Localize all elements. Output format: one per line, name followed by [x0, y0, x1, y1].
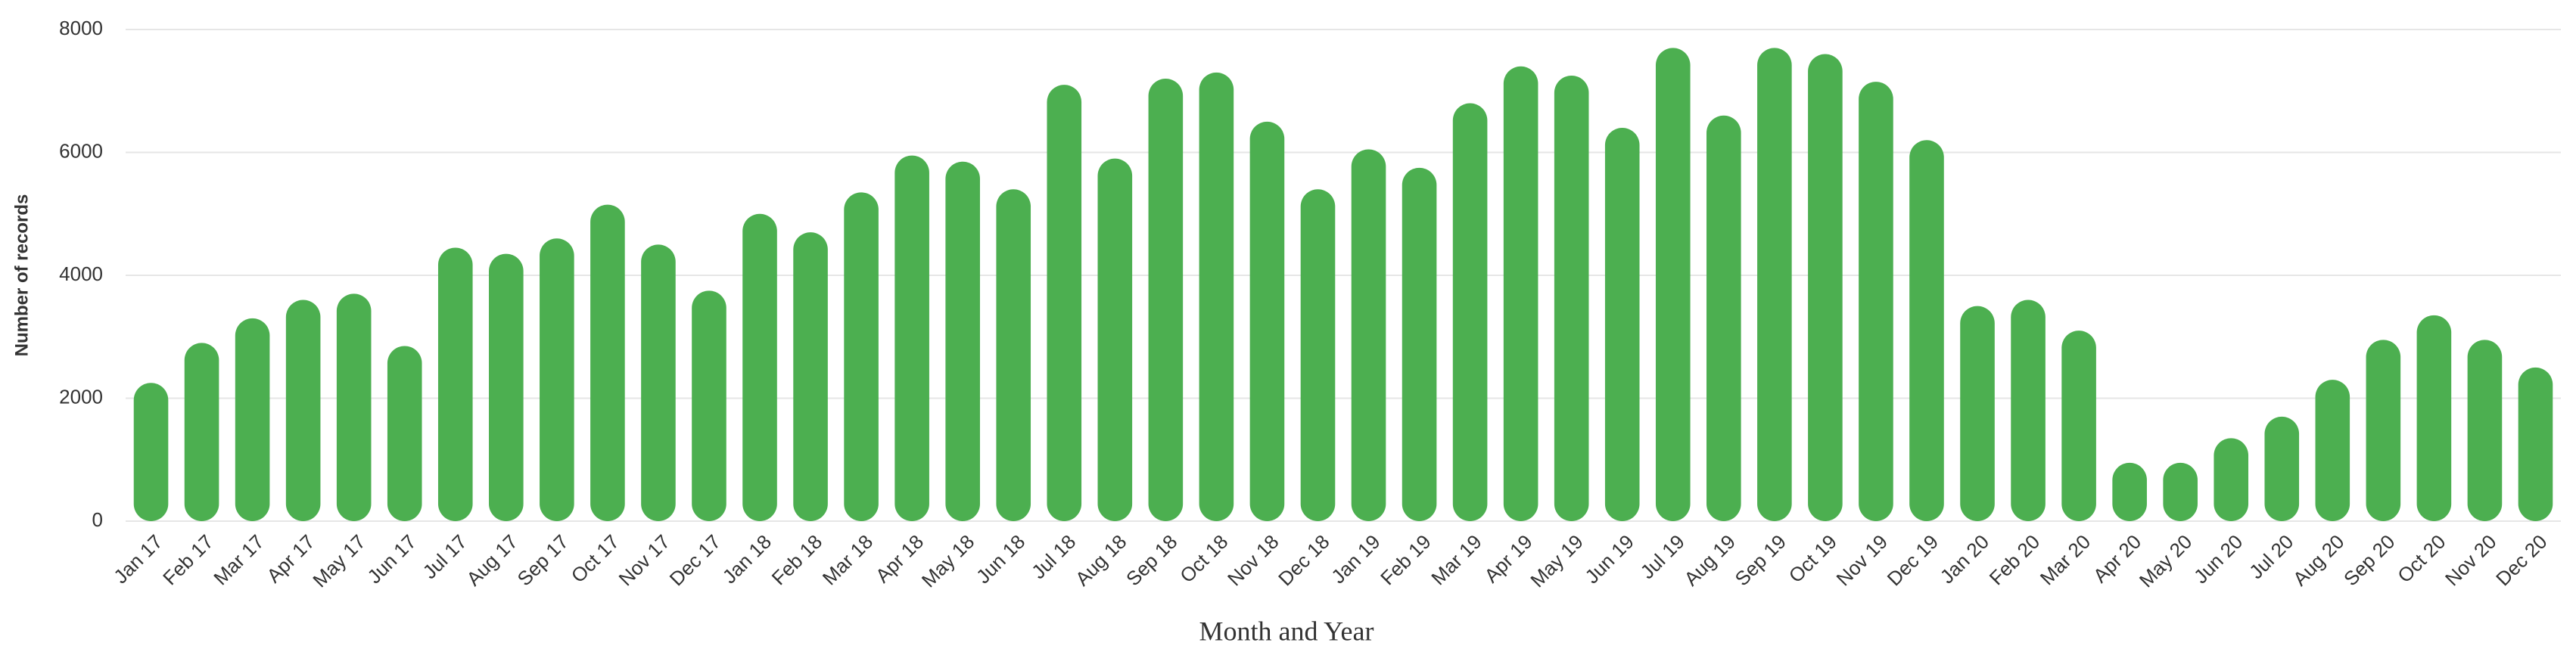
- y-tick-label: 2000: [59, 385, 103, 408]
- bar: [1300, 189, 1336, 521]
- bar: [1047, 85, 1082, 521]
- bar: [2061, 331, 2096, 521]
- bar: [844, 192, 879, 521]
- bar: [235, 318, 270, 521]
- bar: [692, 290, 726, 521]
- bar: [2518, 367, 2553, 521]
- x-tick-label: Mar 17: [209, 530, 268, 589]
- y-tick-label: 8000: [59, 17, 103, 39]
- y-axis-title: Number of records: [11, 194, 32, 357]
- bar: [437, 247, 473, 521]
- bar: [1706, 115, 1741, 521]
- x-tick-label: Dec 20: [2491, 530, 2551, 590]
- bar: [336, 293, 372, 521]
- x-tick-label: Mar 20: [2036, 530, 2095, 589]
- bar: [1960, 306, 1995, 521]
- x-tick-label: Oct 17: [567, 530, 624, 587]
- x-tick-label: Aug 18: [1071, 530, 1131, 590]
- bar: [133, 383, 169, 521]
- bar: [1351, 149, 1386, 521]
- x-tick-label: Jun 19: [1580, 530, 1638, 588]
- x-tick-label: Nov 17: [614, 530, 674, 590]
- y-tick-label: 4000: [59, 262, 103, 285]
- x-tick-label: Oct 20: [2393, 530, 2450, 587]
- x-tick-label: May 17: [308, 530, 370, 592]
- x-tick-label: Dec 19: [1883, 530, 1943, 590]
- x-tick-label: Jan 19: [1327, 530, 1384, 588]
- bar: [590, 204, 625, 521]
- x-tick-label: Aug 17: [462, 530, 521, 590]
- bar: [1655, 48, 1691, 521]
- bar: [2264, 416, 2300, 521]
- x-tick-label: Mar 19: [1426, 530, 1486, 589]
- bar: [540, 238, 574, 521]
- bar: [2112, 462, 2147, 521]
- bar: [641, 244, 676, 521]
- bar: [1148, 79, 1184, 521]
- bar: [996, 189, 1031, 521]
- x-tick-label: Dec 18: [1274, 530, 1333, 590]
- x-tick-label: May 19: [1526, 530, 1588, 592]
- bar: [2214, 438, 2249, 521]
- x-tick-label: Sep 19: [1730, 530, 1790, 590]
- y-tick-label: 0: [92, 508, 103, 531]
- x-tick-label: Oct 18: [1175, 530, 1232, 587]
- bar: [285, 300, 321, 521]
- x-tick-label: Jan 17: [109, 530, 166, 588]
- x-tick-label: Nov 19: [1832, 530, 1892, 590]
- bar: [742, 213, 777, 521]
- x-tick-label: Jun 17: [362, 530, 420, 588]
- bar: [489, 253, 524, 521]
- bar: [1503, 66, 1538, 521]
- x-tick-label: Jun 18: [972, 530, 1029, 588]
- x-tick-label: Aug 19: [1679, 530, 1739, 590]
- x-tick-label: May 18: [917, 530, 979, 592]
- bar: [2315, 380, 2350, 521]
- bar: [184, 343, 219, 521]
- x-tick-label: Sep 17: [512, 530, 572, 590]
- x-tick-label: Oct 19: [1784, 530, 1841, 587]
- bar: [1859, 82, 1893, 521]
- x-tick-label: Feb 17: [158, 530, 217, 589]
- x-axis-title: Month and Year: [1199, 616, 1374, 646]
- bar: [1909, 140, 1944, 521]
- bar: [2416, 315, 2452, 521]
- x-tick-label: Feb 19: [1376, 530, 1435, 589]
- bar: [2467, 340, 2503, 521]
- x-tick-label: Mar 18: [818, 530, 877, 589]
- x-tick-label: Jan 18: [718, 530, 776, 588]
- bar: [945, 161, 980, 521]
- x-tick-label: Feb 18: [767, 530, 826, 589]
- bar: [1604, 128, 1640, 521]
- bar: [1452, 103, 1488, 521]
- x-tick-label: May 20: [2135, 530, 2197, 592]
- x-tick-label: Sep 18: [1122, 530, 1181, 590]
- bar: [387, 346, 422, 521]
- bar: [1402, 167, 1437, 521]
- bar: [2163, 462, 2198, 521]
- y-tick-label: 6000: [59, 139, 103, 162]
- bar: [2011, 300, 2046, 521]
- bar: [1757, 48, 1792, 521]
- x-tick-label: Jan 20: [1936, 530, 1993, 588]
- bar: [2366, 340, 2401, 521]
- bar: [1199, 72, 1234, 521]
- bar: [1554, 75, 1589, 521]
- x-tick-label: Jun 20: [2189, 530, 2247, 588]
- x-tick-label: Aug 20: [2288, 530, 2348, 590]
- x-tick-label: Nov 18: [1223, 530, 1283, 590]
- bar: [894, 155, 929, 521]
- bar: [793, 232, 828, 521]
- bar: [1808, 54, 1843, 521]
- bar: [1249, 121, 1285, 521]
- x-tick-label: Dec 17: [665, 530, 725, 590]
- bar: [1097, 158, 1133, 521]
- x-tick-label: Sep 20: [2339, 530, 2399, 590]
- x-tick-label: Nov 20: [2441, 530, 2500, 590]
- x-tick-label: Feb 20: [1985, 530, 2044, 589]
